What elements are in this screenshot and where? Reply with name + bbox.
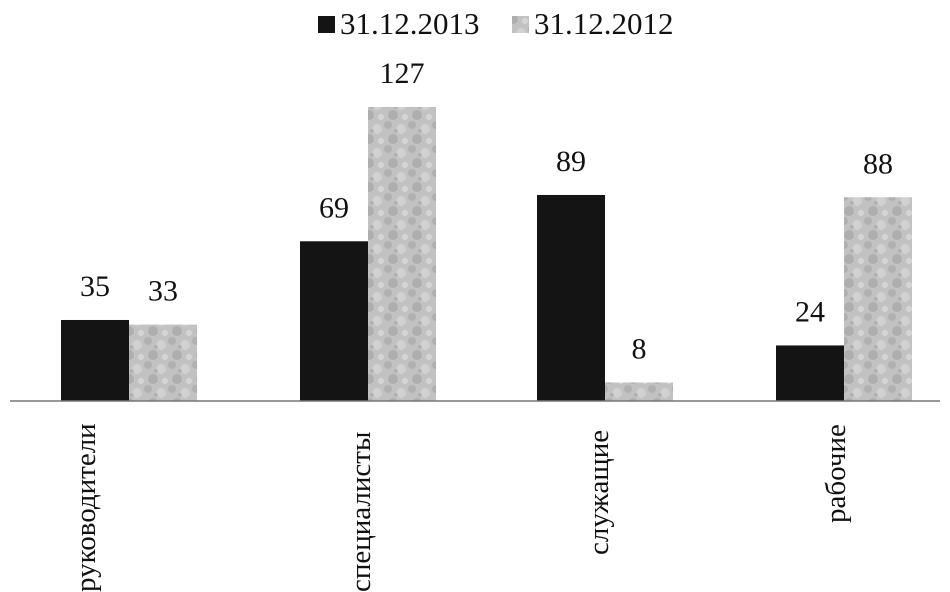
- legend: 31.12.2013 31.12.2012: [318, 6, 674, 41]
- value-label-rukovoditeli-2012: 33: [148, 275, 178, 308]
- category-label-rukovoditeli: руководители: [70, 423, 102, 592]
- value-label-rabochie-2013: 24: [795, 295, 825, 328]
- value-label-spetsialisty-2013: 69: [319, 191, 349, 224]
- value-label-rabochie-2012: 88: [863, 147, 893, 180]
- bar-spetsialisty-2013: [300, 241, 368, 401]
- bar-sluzhashchie-2013: [537, 194, 605, 401]
- category-label-spetsialisty: специалисты: [345, 432, 377, 592]
- category-label-sluzhashchie: служащие: [583, 430, 615, 555]
- bar-spetsialisty-2012: [368, 107, 436, 401]
- legend-swatch-2012: [512, 16, 529, 33]
- category-labels: руководители специалисты служащие рабочи…: [70, 423, 852, 592]
- bar-rukovoditeli-2013: [61, 319, 129, 401]
- bar-rabochie-2013: [776, 345, 844, 401]
- value-label-rukovoditeli-2013: 35: [80, 270, 110, 303]
- bar-rukovoditeli-2012: [129, 324, 197, 401]
- value-label-sluzhashchie-2013: 89: [556, 145, 586, 178]
- bars-group: [61, 107, 912, 401]
- value-label-sluzhashchie-2012: 8: [632, 332, 647, 365]
- legend-swatch-2013: [318, 16, 335, 33]
- legend-label-2013: 31.12.2013: [340, 6, 480, 41]
- category-label-rabochie: рабочие: [820, 424, 852, 523]
- bar-rabochie-2012: [844, 197, 912, 401]
- value-label-spetsialisty-2012: 127: [380, 57, 425, 90]
- bar-sluzhashchie-2012: [605, 382, 673, 401]
- legend-label-2012: 31.12.2012: [534, 6, 674, 41]
